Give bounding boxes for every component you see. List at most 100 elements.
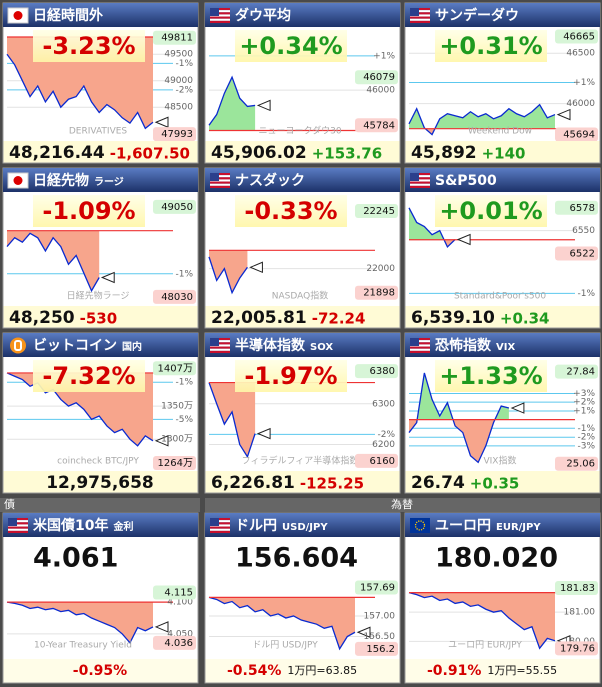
tile-title: ユーロ円 xyxy=(435,518,491,534)
flag-canton xyxy=(8,518,17,526)
tile-title: ビットコイン xyxy=(33,338,117,354)
flag-canton xyxy=(410,338,419,346)
tile: S&P500 Standard&Poor's500 6550 -1% 6578 6522 +… xyxy=(404,167,601,329)
level-label: 49811 xyxy=(161,33,193,44)
level-label-bg xyxy=(355,580,398,595)
tick-label: 6200 xyxy=(372,440,395,450)
tick-label: 1300万 xyxy=(161,435,193,445)
level-label-bg xyxy=(555,364,598,379)
last-arrow xyxy=(154,621,169,633)
level-label-bg xyxy=(555,200,598,215)
price: 48,250 xyxy=(9,308,75,328)
flag-stripe xyxy=(210,342,230,345)
flag-stripe xyxy=(410,185,430,188)
flag-stripe xyxy=(410,18,430,21)
tile-header xyxy=(3,3,198,27)
tile: サンデーダウ Weekend Dow 46500 46000 +1% 46665 45694… xyxy=(404,2,601,164)
flag-stripe xyxy=(410,183,430,186)
flag-stripe xyxy=(210,12,230,15)
price: 22,005.81 xyxy=(211,308,307,328)
tile-subtitle: 金利 xyxy=(112,520,133,533)
price-bar xyxy=(405,141,600,163)
level-label: 46665 xyxy=(563,32,595,43)
tile-title: ナスダック xyxy=(235,172,305,189)
flag-stripe xyxy=(410,342,430,345)
tick-label: -2% xyxy=(577,433,595,443)
level-label: 1264万 xyxy=(158,458,193,469)
price-bar xyxy=(3,471,198,493)
price-line xyxy=(208,382,256,459)
tile-subtitle: ラージ xyxy=(94,176,124,188)
flag-stripe xyxy=(8,530,28,533)
flag xyxy=(8,518,28,533)
price-line xyxy=(408,591,556,650)
flag-stripe xyxy=(210,528,230,531)
price-change: -1,607.50 xyxy=(110,145,190,163)
tile: 日経先物 ラージ日経先物ラージ-1%4905048030-1.09%48,250-… xyxy=(2,167,199,329)
level-label-bg xyxy=(555,580,598,595)
section-label: 為替 xyxy=(391,497,413,511)
flag-stripe xyxy=(8,520,28,523)
flag-stripe xyxy=(210,175,230,178)
flag-stripe xyxy=(210,346,230,349)
level-label: 6160 xyxy=(370,456,395,467)
area-above xyxy=(409,104,555,129)
tick-label: -1% xyxy=(577,424,595,434)
flag-stripe xyxy=(8,522,28,525)
flag-canton xyxy=(210,173,219,181)
tick-label: 4.100 xyxy=(167,598,193,608)
tile-subtitle: EUR/JPY xyxy=(496,522,541,533)
price: 6,539.10 xyxy=(411,308,495,328)
flag-stripe xyxy=(8,518,28,521)
watermark: ニューヨークダウ30 xyxy=(258,125,341,137)
flag-stripe xyxy=(210,177,230,180)
area-below xyxy=(209,382,256,457)
tick-label: 181.00 xyxy=(564,608,596,618)
price-bar xyxy=(405,306,600,328)
tile-title: S&P500 xyxy=(435,173,497,189)
flag-stripe xyxy=(410,179,430,182)
change-percent: +0.01% xyxy=(439,197,542,225)
section-bar xyxy=(205,498,600,512)
change-percent: -7.32% xyxy=(42,362,135,390)
tile-header xyxy=(405,3,600,27)
price-line xyxy=(6,232,100,293)
rate-value: 156.604 xyxy=(235,543,358,574)
tile: 米国債10年 金利 10-Year Treasury Yield 4.100 4.050… xyxy=(2,512,199,684)
level-label-bg xyxy=(153,30,196,45)
price-bar xyxy=(205,471,400,493)
price-line xyxy=(408,372,510,464)
flag-canton xyxy=(210,8,219,16)
pct-bar xyxy=(3,659,198,683)
price-line xyxy=(208,596,356,651)
level-label-bg xyxy=(355,364,398,379)
flag-stripe xyxy=(210,173,230,176)
level-label: 1407万 xyxy=(158,363,193,374)
flag-stripe xyxy=(410,177,430,180)
level-label: 4.115 xyxy=(164,588,193,599)
tick-label: 6550 xyxy=(572,226,595,236)
pct-box xyxy=(33,30,145,62)
area-below xyxy=(7,230,100,291)
level-label-bg xyxy=(555,29,598,44)
level-label: 49050 xyxy=(161,202,193,213)
price-change: -72.24 xyxy=(312,310,366,328)
price-change: -125.25 xyxy=(300,475,364,493)
flag-stripe xyxy=(410,181,430,184)
area-below xyxy=(7,602,153,643)
flag xyxy=(410,518,430,533)
flag-stripe xyxy=(410,20,430,23)
watermark: 10-Year Treasury Yield xyxy=(34,641,132,651)
price: 26.74 xyxy=(411,473,465,493)
watermark: VIX指数 xyxy=(484,455,517,467)
tile-subtitle: 国内 xyxy=(122,340,142,353)
level-label-bg xyxy=(355,285,398,300)
tick-label: -1% xyxy=(175,269,193,279)
flag-stripe xyxy=(8,528,28,531)
flag-stripe xyxy=(410,10,430,13)
price: 45,906.02 xyxy=(211,143,307,163)
level-label-bg xyxy=(153,127,196,142)
